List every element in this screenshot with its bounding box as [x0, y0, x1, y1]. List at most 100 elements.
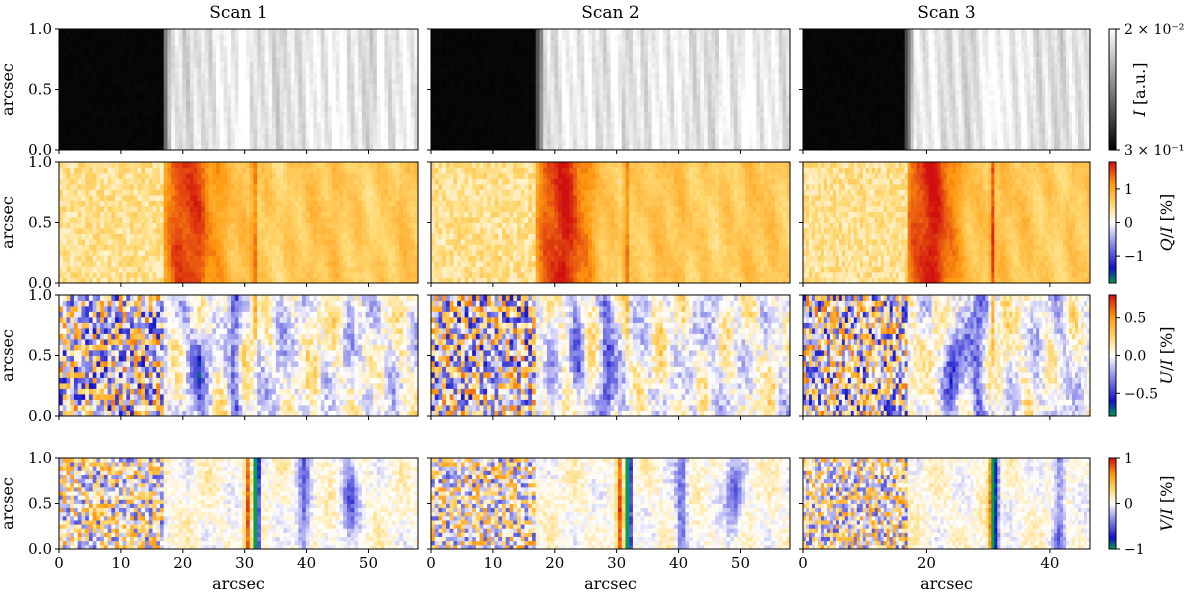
- heatmap-cell: [339, 68, 343, 74]
- heatmap-cell: [74, 79, 78, 85]
- heatmap-cell: [354, 134, 358, 140]
- heatmap-cell: [115, 51, 119, 57]
- heatmap-cell: [175, 73, 179, 79]
- heatmap-cell: [111, 62, 115, 68]
- heatmap-cell: [167, 112, 171, 118]
- heatmap-cell: [246, 139, 250, 145]
- heatmap-cell: [145, 51, 149, 57]
- heatmap-cell: [343, 112, 347, 118]
- heatmap-cell: [384, 84, 388, 90]
- heatmap-cell: [325, 123, 329, 129]
- heatmap-cell: [392, 90, 396, 96]
- heatmap-cell: [246, 84, 250, 90]
- heatmap-cell: [384, 73, 388, 79]
- heatmap-cell: [381, 73, 385, 79]
- heatmap-cell: [156, 51, 160, 57]
- heatmap-cell: [339, 128, 343, 134]
- heatmap-cell: [313, 84, 317, 90]
- heatmap-cell: [384, 112, 388, 118]
- heatmap-cell: [358, 139, 362, 145]
- heatmap-cell: [108, 73, 112, 79]
- heatmap-cell: [291, 90, 295, 96]
- heatmap-cell: [287, 128, 291, 134]
- heatmap-cell: [403, 73, 407, 79]
- heatmap-cell: [85, 101, 89, 107]
- heatmap-cell: [336, 123, 340, 129]
- heatmap-cell: [130, 62, 134, 68]
- heatmap-cell: [123, 84, 127, 90]
- heatmap-cell: [313, 57, 317, 63]
- heatmap-cell: [119, 57, 123, 63]
- heatmap-cell: [205, 90, 209, 96]
- heatmap-cell: [369, 84, 373, 90]
- heatmap-cell: [325, 128, 329, 134]
- heatmap-cell: [156, 57, 160, 63]
- heatmap-cell: [104, 73, 108, 79]
- heatmap-cell: [268, 117, 272, 123]
- heatmap-cell: [272, 101, 276, 107]
- heatmap-cell: [347, 139, 351, 145]
- heatmap-cell: [66, 62, 70, 68]
- heatmap-cell: [396, 79, 400, 85]
- heatmap-cell: [250, 68, 254, 74]
- heatmap-cell: [384, 68, 388, 74]
- heatmap-cell: [384, 95, 388, 101]
- heatmap-cell: [298, 62, 302, 68]
- heatmap-cell: [220, 62, 224, 68]
- heatmap-cell: [377, 62, 381, 68]
- heatmap-cell: [354, 84, 358, 90]
- heatmap-cell: [235, 117, 239, 123]
- heatmap-cell: [373, 128, 377, 134]
- heatmap-cell: [347, 95, 351, 101]
- heatmap-cell: [246, 90, 250, 96]
- heatmap-cell: [141, 95, 145, 101]
- heatmap-cell: [190, 84, 194, 90]
- heatmap-cell: [126, 95, 130, 101]
- heatmap-cell: [235, 90, 239, 96]
- heatmap-cell: [313, 139, 317, 145]
- heatmap-cell: [108, 90, 112, 96]
- heatmap-cell: [339, 90, 343, 96]
- heatmap-cell: [362, 123, 366, 129]
- heatmap-cell: [63, 112, 67, 118]
- heatmap-cell: [366, 117, 370, 123]
- heatmap-cell: [295, 139, 299, 145]
- heatmap-cell: [197, 112, 201, 118]
- heatmap-cell: [141, 134, 145, 140]
- heatmap-cell: [384, 117, 388, 123]
- panel-r1-c1: 0.00.51.0Scan 1arcsec: [0, 3, 418, 159]
- heatmap-cell: [209, 117, 213, 123]
- heatmap-cell: [242, 95, 246, 101]
- heatmap-cell: [280, 95, 284, 101]
- heatmap-cell: [70, 62, 74, 68]
- heatmap-cell: [339, 123, 343, 129]
- heatmap-cell: [175, 68, 179, 74]
- heatmap-cell: [250, 106, 254, 112]
- heatmap-cell: [392, 84, 396, 90]
- heatmap-cell: [310, 73, 314, 79]
- heatmap-cell: [201, 84, 205, 90]
- heatmap-cell: [149, 128, 153, 134]
- heatmap-cell: [403, 101, 407, 107]
- heatmap-cell: [235, 73, 239, 79]
- heatmap-cell: [336, 84, 340, 90]
- heatmap-cell: [194, 128, 198, 134]
- heatmap-cell: [295, 62, 299, 68]
- heatmap-cell: [325, 57, 329, 63]
- heatmap-cell: [295, 117, 299, 123]
- heatmap-cell: [399, 95, 403, 101]
- heatmap-cell: [242, 73, 246, 79]
- heatmap-cell: [358, 134, 362, 140]
- heatmap-cell: [59, 112, 63, 118]
- heatmap-cell: [66, 117, 70, 123]
- heatmap-cell: [134, 101, 138, 107]
- heatmap-cell: [351, 79, 355, 85]
- heatmap-cell: [332, 139, 336, 145]
- heatmap-cell: [369, 134, 373, 140]
- heatmap-cell: [66, 112, 70, 118]
- heatmap-cell: [313, 134, 317, 140]
- heatmap-cell: [362, 68, 366, 74]
- heatmap-cell: [373, 139, 377, 145]
- heatmap-cell: [373, 101, 377, 107]
- heatmap-cell: [93, 68, 97, 74]
